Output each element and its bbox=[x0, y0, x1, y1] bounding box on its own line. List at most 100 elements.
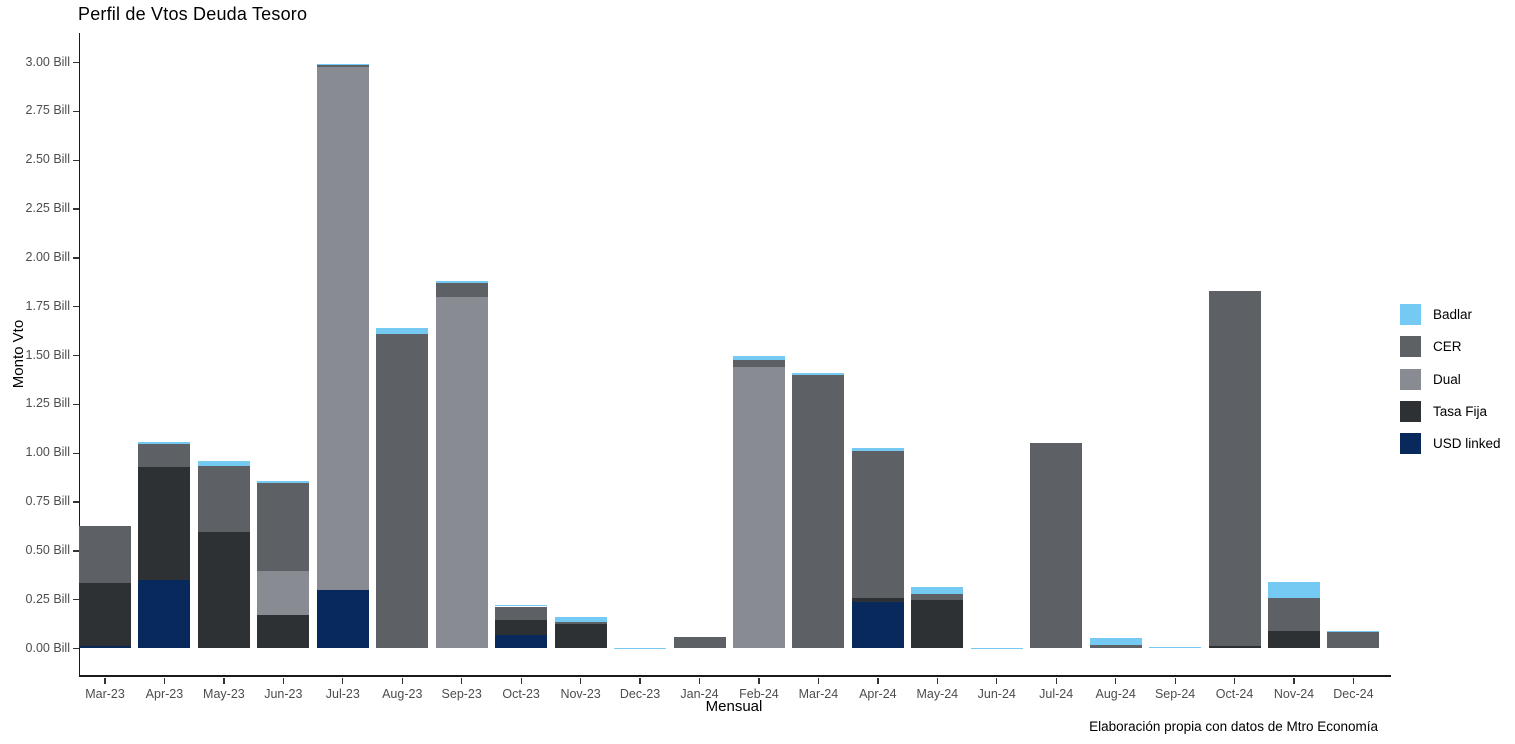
y-tick-mark bbox=[73, 647, 79, 650]
x-tick-mark bbox=[461, 677, 463, 684]
y-tick-label: 2.75 Bill bbox=[25, 103, 70, 118]
legend: Badlar CER Dual Tasa Fija USD linked bbox=[1400, 304, 1515, 464]
bar-segment bbox=[911, 593, 964, 600]
bar-segment bbox=[732, 367, 785, 649]
bar-segment bbox=[851, 451, 904, 598]
x-axis-line bbox=[78, 675, 1391, 677]
y-tick-mark bbox=[73, 452, 79, 454]
bar-segment bbox=[1208, 290, 1261, 647]
bar-segment bbox=[732, 360, 785, 368]
bar-segment bbox=[1268, 630, 1320, 649]
bar-segment bbox=[257, 615, 310, 649]
y-tick-mark bbox=[73, 208, 79, 210]
x-tick-label: Oct-24 bbox=[1215, 687, 1254, 701]
x-tick-mark bbox=[1115, 677, 1117, 684]
bar-segment bbox=[138, 442, 191, 445]
y-tick-label: 1.50 Bill bbox=[25, 347, 70, 362]
y-tick-mark bbox=[73, 550, 79, 552]
x-tick-mark bbox=[104, 677, 106, 684]
x-tick-label: Jun-23 bbox=[264, 687, 303, 701]
legend-label: USD linked bbox=[1433, 436, 1501, 452]
bar-segment bbox=[79, 645, 131, 649]
bar-segment bbox=[316, 63, 369, 65]
x-tick-label: Jul-23 bbox=[325, 687, 360, 701]
legend-label: CER bbox=[1433, 339, 1462, 355]
y-tick-label: 1.25 Bill bbox=[25, 396, 70, 411]
bar-segment bbox=[495, 620, 548, 635]
x-tick-label: Mar-24 bbox=[798, 687, 839, 701]
bar-segment bbox=[138, 444, 191, 467]
x-tick-label: Jan-24 bbox=[680, 687, 719, 701]
x-tick-mark bbox=[1055, 677, 1057, 684]
bar-segment bbox=[1089, 637, 1142, 645]
y-tick-label: 2.00 Bill bbox=[25, 249, 70, 264]
bar-segment bbox=[316, 64, 369, 68]
x-tick-mark bbox=[163, 677, 166, 684]
x-tick-label: Apr-23 bbox=[145, 687, 184, 701]
x-tick-label: May-24 bbox=[916, 687, 959, 701]
x-tick-mark bbox=[1293, 677, 1295, 684]
x-tick-label: May-23 bbox=[203, 687, 245, 701]
bar-segment bbox=[257, 480, 310, 484]
y-tick-mark bbox=[73, 110, 79, 113]
bar-segment bbox=[1268, 597, 1320, 631]
bar-segment bbox=[1327, 632, 1380, 649]
bar-segment bbox=[792, 375, 845, 649]
legend-label: Badlar bbox=[1433, 307, 1473, 322]
x-tick-label: Aug-24 bbox=[1095, 687, 1136, 701]
legend-swatch-tasa-fija bbox=[1400, 400, 1421, 422]
bar-segment bbox=[495, 634, 548, 649]
bar-segment bbox=[673, 636, 726, 649]
y-tick-mark bbox=[73, 354, 79, 357]
bar-segment bbox=[851, 597, 904, 602]
x-tick-label: Dec-23 bbox=[619, 687, 661, 701]
x-tick-mark bbox=[758, 677, 760, 684]
legend-label: Dual bbox=[1433, 371, 1461, 387]
x-tick-label: Feb-24 bbox=[739, 687, 779, 701]
legend-swatch-usd-linked bbox=[1400, 433, 1421, 455]
bar-segment bbox=[1030, 443, 1083, 649]
x-tick-mark bbox=[817, 677, 820, 684]
y-tick-label: 0.75 Bill bbox=[25, 494, 70, 509]
footer-note: Elaboración propia con datos de Mtro Eco… bbox=[1089, 719, 1378, 734]
bar-segment bbox=[316, 67, 369, 590]
y-tick-label: 0.00 Bill bbox=[25, 640, 70, 655]
x-tick-mark bbox=[342, 677, 344, 684]
bar-segment bbox=[1149, 647, 1202, 649]
bar-segment bbox=[911, 586, 964, 594]
x-tick-mark bbox=[698, 677, 701, 684]
bar-segment bbox=[435, 281, 488, 284]
y-tick-mark bbox=[73, 403, 79, 406]
bar-segment bbox=[495, 604, 548, 607]
legend-swatch-badlar bbox=[1400, 304, 1421, 325]
x-tick-label: Nov-23 bbox=[560, 687, 601, 701]
x-tick-label: Mar-23 bbox=[85, 687, 125, 701]
bar-segment bbox=[851, 448, 904, 452]
y-tick-label: 0.25 Bill bbox=[25, 591, 70, 606]
x-tick-mark bbox=[282, 677, 285, 684]
bar-segment bbox=[197, 465, 250, 533]
x-tick-label: Jul-24 bbox=[1039, 687, 1074, 701]
x-tick-label: Nov-24 bbox=[1273, 687, 1315, 701]
y-tick-label: 2.25 Bill bbox=[25, 201, 70, 216]
bar-segment bbox=[138, 580, 191, 649]
bar-segment bbox=[257, 483, 310, 572]
y-tick-mark bbox=[73, 501, 79, 503]
legend-swatch-dual bbox=[1400, 368, 1421, 390]
chart-title: Perfil de Vtos Deuda Tesoro bbox=[78, 4, 308, 24]
x-tick-mark bbox=[639, 677, 641, 684]
y-tick-label: 1.00 Bill bbox=[25, 445, 70, 460]
x-tick-mark bbox=[401, 677, 403, 684]
bar-segment bbox=[257, 571, 310, 616]
y-axis-line bbox=[78, 33, 80, 676]
x-tick-label: Oct-23 bbox=[502, 687, 540, 701]
x-tick-label: Aug-23 bbox=[382, 687, 423, 701]
x-tick-label: Sep-23 bbox=[441, 687, 482, 701]
bar-segment bbox=[554, 622, 607, 625]
x-tick-mark bbox=[1233, 677, 1236, 684]
bar-segment bbox=[316, 589, 369, 649]
bar-segment bbox=[495, 606, 548, 621]
bar-segment bbox=[197, 461, 250, 466]
x-tick-mark bbox=[936, 677, 938, 684]
